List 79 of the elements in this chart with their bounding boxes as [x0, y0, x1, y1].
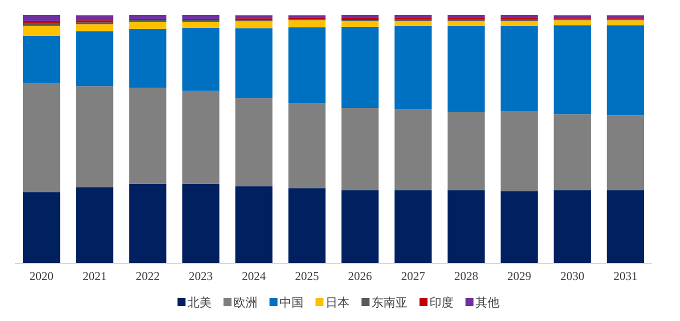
- bar: [341, 190, 379, 263]
- bar: [22, 192, 60, 263]
- bar: [341, 15, 379, 18]
- bar: [394, 26, 432, 109]
- bar: [235, 28, 272, 98]
- x-tick-label: 2020: [30, 269, 54, 283]
- bar: [129, 28, 166, 88]
- bar: [606, 115, 644, 190]
- bar: [22, 82, 60, 192]
- legend-label: 东南亚: [372, 296, 408, 310]
- bar: [554, 20, 591, 26]
- bar: [76, 31, 114, 86]
- x-tick-label: 2023: [188, 269, 213, 283]
- bar: [448, 20, 485, 26]
- bar: [288, 27, 326, 104]
- bar: [22, 15, 60, 21]
- bar: [554, 25, 591, 114]
- bar: [394, 108, 432, 190]
- x-tick-label: 2025: [294, 269, 319, 283]
- x-tick-label: 2027: [401, 269, 426, 283]
- legend-label: 其他: [476, 296, 500, 310]
- bar: [182, 90, 220, 184]
- legend-label: 欧洲: [234, 296, 258, 310]
- x-tick-label: 2028: [454, 269, 478, 283]
- bar: [606, 20, 644, 26]
- bar: [606, 15, 644, 18]
- bar: [129, 184, 166, 263]
- bar: [182, 28, 220, 91]
- x-tick-label: 2024: [242, 269, 266, 283]
- bar: [500, 110, 538, 192]
- legend-label: 中国: [280, 296, 304, 310]
- legend-label: 北美: [188, 296, 212, 310]
- bar: [76, 187, 114, 263]
- bar: [288, 103, 326, 188]
- x-tick-label: 2022: [136, 269, 160, 283]
- bar: [182, 184, 220, 263]
- bar: [500, 191, 538, 263]
- bar: [341, 26, 379, 108]
- bar: [500, 20, 538, 26]
- bar: [554, 15, 591, 18]
- legend-label: 印度: [430, 296, 454, 310]
- x-tick-label: 2026: [348, 269, 372, 283]
- bar: [394, 20, 432, 26]
- bar: [341, 108, 379, 190]
- bar: [448, 15, 485, 18]
- bar: [22, 36, 60, 83]
- bar: [448, 112, 485, 190]
- bar: [76, 24, 114, 32]
- bar: [129, 22, 166, 29]
- x-tick-label: 2021: [82, 269, 107, 283]
- bar: [182, 15, 220, 19]
- bar: [554, 114, 591, 190]
- bar: [22, 26, 60, 36]
- bar: [394, 15, 432, 18]
- bar: [22, 22, 60, 26]
- bar: [606, 190, 644, 263]
- bar: [235, 21, 272, 28]
- bar: [288, 188, 326, 263]
- x-tick-label: 2029: [507, 269, 532, 283]
- bar: [606, 25, 644, 116]
- legend-label: 日本: [326, 296, 350, 310]
- bar: [235, 15, 272, 18]
- bar: [448, 26, 485, 112]
- x-tick-label: 2031: [613, 269, 638, 283]
- bar: [500, 26, 538, 111]
- bar: [129, 15, 166, 19]
- bar: [394, 190, 432, 263]
- bar: [341, 20, 379, 27]
- bar: [76, 86, 114, 188]
- x-tick-label: 2030: [560, 269, 584, 283]
- bar: [288, 20, 326, 28]
- bar: [448, 190, 485, 263]
- bar: [500, 15, 538, 18]
- bar: [129, 88, 166, 184]
- bar: [235, 186, 272, 263]
- bar: [182, 22, 220, 28]
- bar: [76, 15, 114, 20]
- bar: [235, 98, 272, 186]
- bar: [554, 190, 591, 263]
